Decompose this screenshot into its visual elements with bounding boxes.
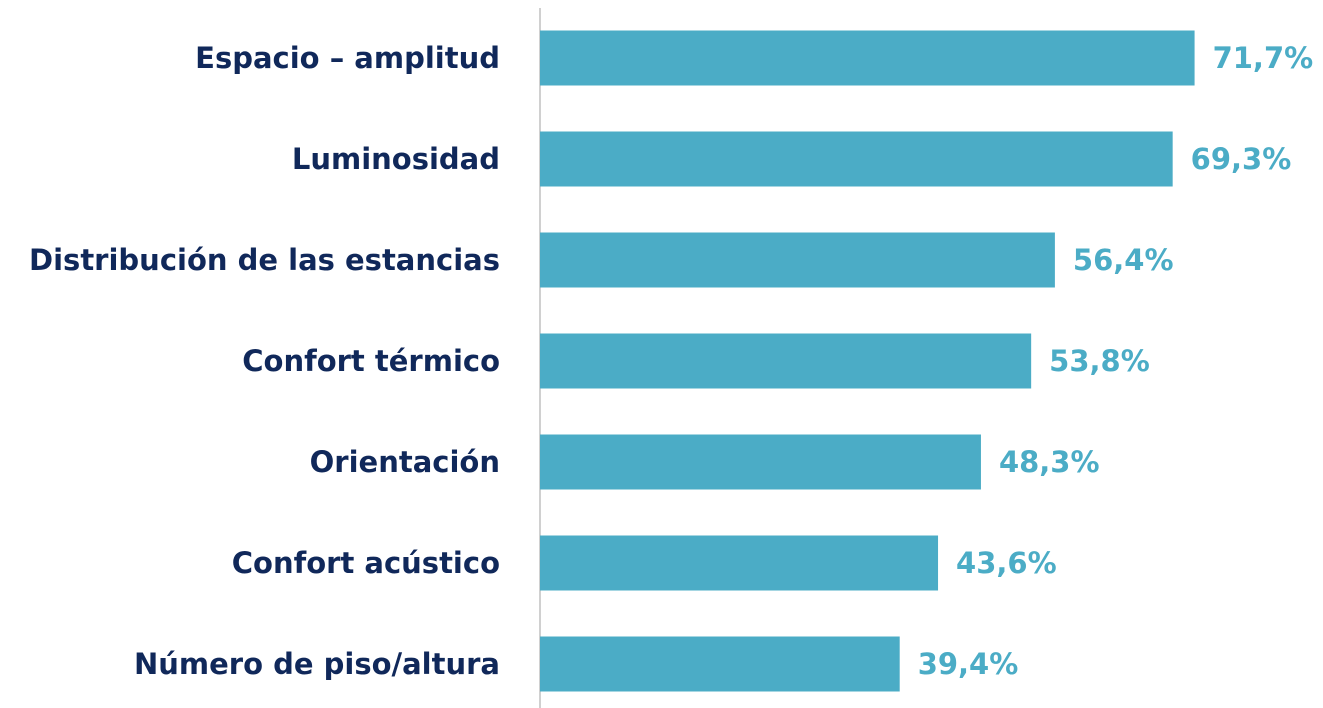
value-label: 69,3% xyxy=(1191,142,1292,176)
value-label: 71,7% xyxy=(1213,41,1314,75)
value-label: 56,4% xyxy=(1073,243,1174,277)
value-label: 39,4% xyxy=(918,647,1019,681)
category-label: Confort acústico xyxy=(232,546,500,580)
bar xyxy=(540,30,1195,86)
category-label: Espacio – amplitud xyxy=(195,41,500,75)
value-label: 53,8% xyxy=(1049,344,1150,378)
bar xyxy=(540,434,981,490)
bar xyxy=(540,636,900,692)
bar xyxy=(540,535,939,591)
category-label: Confort térmico xyxy=(242,344,500,378)
value-label: 43,6% xyxy=(956,546,1057,580)
value-label: 48,3% xyxy=(999,445,1100,479)
bar xyxy=(540,232,1055,288)
bar xyxy=(540,333,1032,389)
category-label: Número de piso/altura xyxy=(134,647,500,681)
category-label: Orientación xyxy=(310,445,500,479)
category-label: Luminosidad xyxy=(292,142,500,176)
bar xyxy=(540,131,1173,187)
category-label: Distribución de las estancias xyxy=(29,243,500,277)
